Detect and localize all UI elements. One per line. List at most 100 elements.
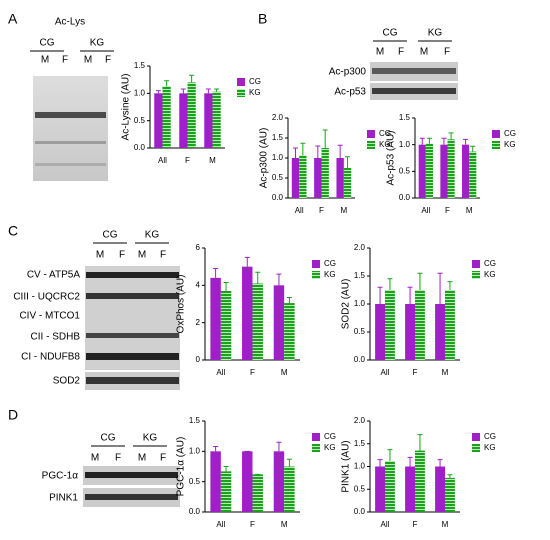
legend-label: KG	[379, 140, 391, 149]
legend-swatch	[472, 271, 480, 279]
lane-label: F	[62, 55, 68, 66]
y-tick-label: 0.5	[272, 173, 284, 182]
error-bar	[286, 458, 292, 467]
lane-label: F	[444, 47, 450, 58]
legend-label: KG	[484, 443, 496, 452]
x-tick-label: M	[209, 156, 216, 165]
bar	[273, 451, 285, 512]
band-label: CV - ATP5A	[27, 270, 80, 281]
x-tick-label: F	[413, 520, 418, 529]
bar	[385, 461, 395, 512]
bar	[385, 290, 395, 360]
bar	[375, 304, 385, 360]
lane-label: F	[115, 453, 121, 464]
legend-swatch	[367, 141, 375, 149]
bar	[242, 266, 253, 360]
legend-label: CG	[504, 129, 516, 138]
y-tick-label: 0.0	[399, 193, 411, 202]
error-bar	[214, 88, 220, 92]
y-tick-label: 0.5	[354, 327, 366, 336]
x-tick-label: F	[445, 206, 450, 215]
error-bar	[407, 456, 413, 467]
y-tick-label: 1.5	[272, 133, 284, 142]
x-tick-label: All	[421, 206, 430, 215]
error-bar	[223, 282, 229, 291]
lane-label: M	[420, 47, 428, 58]
y-axis-label: Ac-p300 (AU)	[259, 128, 270, 189]
bar	[187, 82, 196, 148]
legend-swatch	[312, 260, 320, 268]
y-tick-label: 2.0	[354, 243, 366, 252]
bar	[405, 466, 415, 512]
x-tick-label: All	[216, 368, 225, 377]
error-bar	[441, 137, 447, 145]
group-label: KG	[143, 433, 158, 444]
band-label: CI - NDUFB8	[21, 352, 80, 363]
bar	[242, 451, 253, 512]
error-bar	[387, 449, 393, 462]
y-tick-label: 1.0	[354, 462, 366, 471]
panel-letter: A	[8, 11, 18, 27]
bar	[425, 143, 433, 198]
lane-label: F	[398, 47, 404, 58]
error-bar	[276, 273, 282, 286]
error-bar	[213, 445, 219, 452]
x-tick-label: M	[466, 206, 473, 215]
legend-label: CG	[249, 77, 261, 86]
bar	[415, 450, 425, 512]
error-bar	[377, 459, 383, 467]
lane-label: F	[119, 250, 125, 261]
y-axis-label: PINK1 (AU)	[341, 440, 352, 492]
x-tick-label: F	[413, 368, 418, 377]
error-bar	[315, 145, 321, 158]
bar	[220, 290, 232, 360]
legend-swatch	[472, 444, 480, 452]
bar	[435, 304, 445, 360]
y-tick-label: 0	[196, 355, 201, 364]
bar	[273, 285, 285, 360]
bar	[162, 86, 171, 148]
legend-swatch	[472, 260, 480, 268]
lane-label: M	[138, 453, 146, 464]
y-axis-label: PGC-1α (AU)	[176, 437, 187, 497]
bar	[440, 144, 448, 198]
bar	[212, 91, 221, 148]
bar	[418, 144, 426, 198]
error-bar	[417, 434, 423, 451]
y-tick-label: 1.0	[399, 140, 411, 149]
error-bar	[164, 80, 170, 87]
legend-label: KG	[324, 443, 336, 452]
y-tick-label: 2	[196, 318, 201, 327]
y-tick-label: 1.5	[354, 439, 366, 448]
panel-letter: B	[258, 11, 267, 27]
error-bar	[205, 88, 211, 94]
bar	[375, 466, 385, 512]
y-tick-label: 1.0	[189, 446, 201, 455]
y-axis-label: OxPhos (AU)	[176, 275, 187, 334]
y-axis-label: Ac-p53 (AU)	[386, 130, 397, 185]
group-label: KG	[90, 38, 105, 49]
band-label: CIV - MTCO1	[19, 311, 80, 322]
error-bar	[426, 137, 432, 144]
band-label: Ac-p53	[334, 87, 366, 98]
legend-label: CG	[324, 432, 336, 441]
legend-label: KG	[249, 88, 261, 97]
bar	[179, 93, 188, 148]
lane-label: F	[105, 55, 111, 66]
error-bar	[387, 278, 393, 290]
lane-label: M	[138, 250, 146, 261]
legend-swatch	[492, 130, 500, 138]
error-bar	[470, 145, 476, 152]
error-bar	[437, 272, 443, 304]
y-tick-label: 0.0	[134, 143, 146, 152]
y-tick-label: 2.0	[354, 416, 366, 425]
y-tick-label: 1.0	[354, 299, 366, 308]
error-bar	[286, 296, 292, 304]
bar	[154, 93, 163, 148]
band-label: PGC-1α	[42, 471, 79, 482]
y-tick-label: 1.5	[399, 113, 411, 122]
bar	[405, 304, 415, 360]
legend-label: CG	[324, 259, 336, 268]
x-tick-label: All	[158, 156, 167, 165]
bar	[204, 93, 213, 148]
